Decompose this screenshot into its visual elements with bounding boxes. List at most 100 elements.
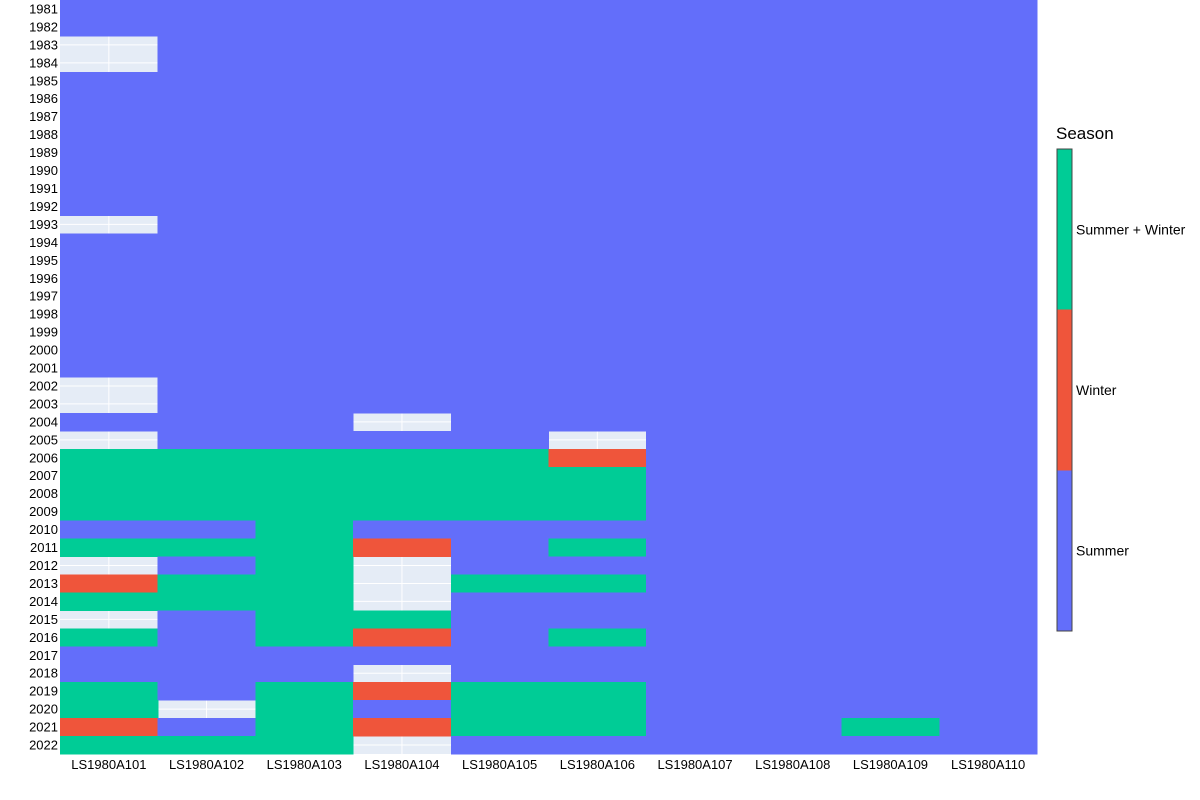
heatmap-cell — [743, 502, 843, 522]
y-tick-label: 2021 — [29, 720, 58, 735]
heatmap-cell — [60, 251, 159, 270]
heatmap-cell — [646, 682, 745, 701]
heatmap-cell — [157, 592, 256, 611]
heatmap-cell — [353, 377, 452, 396]
heatmap-cell — [157, 179, 256, 199]
heatmap-cell — [548, 520, 647, 540]
x-tick-label: LS1980A105 — [462, 757, 537, 772]
heatmap-cell — [841, 394, 940, 414]
heatmap-cell — [841, 430, 940, 450]
heatmap-cell — [841, 197, 940, 217]
heatmap-cell — [939, 161, 1038, 181]
heatmap-cell — [255, 700, 354, 719]
heatmap-cell — [646, 448, 745, 468]
heatmap-cell — [60, 143, 159, 163]
heatmap-cell — [939, 574, 1038, 594]
heatmap-cell — [646, 394, 745, 414]
heatmap-cell — [60, 628, 159, 647]
heatmap-cell — [548, 466, 647, 486]
heatmap-cell — [450, 736, 550, 755]
heatmap-cell — [353, 646, 452, 665]
heatmap-cell — [353, 520, 452, 540]
heatmap-cell — [646, 430, 745, 450]
heatmap-cell — [353, 394, 452, 414]
heatmap-cell — [157, 341, 256, 360]
heatmap-cell — [353, 341, 452, 360]
heatmap-cell — [841, 700, 940, 719]
heatmap-cell — [60, 682, 159, 701]
heatmap-cell — [841, 628, 940, 647]
heatmap-cell — [548, 412, 647, 432]
y-tick-label: 1996 — [29, 271, 58, 286]
heatmap-cell — [743, 592, 843, 611]
heatmap-cell — [548, 448, 647, 468]
heatmap-cell — [743, 520, 843, 540]
heatmap-cell — [646, 71, 745, 91]
heatmap-cell — [841, 736, 940, 755]
heatmap-cell — [60, 646, 159, 665]
heatmap-cell — [60, 359, 159, 378]
heatmap-cell — [450, 682, 550, 701]
heatmap-cell — [255, 35, 354, 55]
heatmap-cell — [450, 700, 550, 719]
heatmap-cell — [157, 89, 256, 109]
heatmap-cell — [841, 107, 940, 127]
heatmap-cell — [548, 251, 647, 270]
y-tick-label: 1990 — [29, 163, 58, 178]
heatmap-cell — [646, 628, 745, 647]
heatmap-cell — [157, 466, 256, 486]
heatmap-cell — [841, 17, 940, 37]
heatmap-cell — [548, 35, 647, 55]
heatmap-cell — [548, 323, 647, 342]
heatmap-cell — [60, 71, 159, 91]
heatmap-cell — [548, 538, 647, 558]
heatmap-cell — [353, 89, 452, 109]
heatmap-cell — [353, 233, 452, 252]
heatmap-cell — [353, 107, 452, 127]
heatmap-cell — [450, 502, 550, 522]
heatmap-cell — [157, 71, 256, 91]
y-tick-label: 1998 — [29, 307, 58, 322]
heatmap-cell — [939, 269, 1038, 288]
heatmap-cell — [841, 574, 940, 594]
heatmap-cell — [939, 215, 1038, 234]
heatmap-cell — [939, 484, 1038, 504]
colorbar-labels: Summer Winter Summer + Winter — [1076, 221, 1186, 558]
heatmap-cell — [939, 646, 1038, 665]
heatmap-cell — [841, 466, 940, 486]
heatmap-cell — [548, 125, 647, 145]
heatmap-cell — [646, 466, 745, 486]
heatmap-cell — [939, 628, 1038, 647]
heatmap-cell — [939, 341, 1038, 360]
heatmap-cell — [939, 35, 1038, 55]
heatmap-cell — [939, 610, 1038, 629]
heatmap-cell — [353, 35, 452, 55]
heatmap-cell — [60, 287, 159, 306]
heatmap-cell — [841, 89, 940, 109]
colorbar-segment — [1057, 470, 1072, 631]
heatmap-cell — [548, 215, 647, 234]
heatmap-cell — [841, 125, 940, 145]
heatmap-cell — [353, 484, 452, 504]
heatmap-cell — [255, 610, 354, 629]
heatmap-cell — [646, 35, 745, 55]
heatmap-cell — [450, 233, 550, 252]
heatmap-cell — [450, 377, 550, 396]
heatmap-cell — [450, 107, 550, 127]
heatmap-cell — [939, 89, 1038, 109]
heatmap-cell — [450, 341, 550, 360]
heatmap-cell — [255, 556, 354, 576]
heatmap-cell — [939, 0, 1038, 19]
heatmap-cell — [646, 161, 745, 181]
heatmap-cell — [548, 53, 647, 73]
heatmap-cell — [60, 0, 159, 19]
heatmap-cell — [646, 305, 745, 324]
heatmap-cell — [157, 718, 256, 737]
heatmap-cell — [157, 412, 256, 432]
y-tick-label: 2004 — [29, 414, 58, 429]
heatmap-cell — [646, 377, 745, 396]
heatmap-cell — [841, 215, 940, 234]
heatmap-cell — [743, 394, 843, 414]
heatmap-cell — [450, 610, 550, 629]
